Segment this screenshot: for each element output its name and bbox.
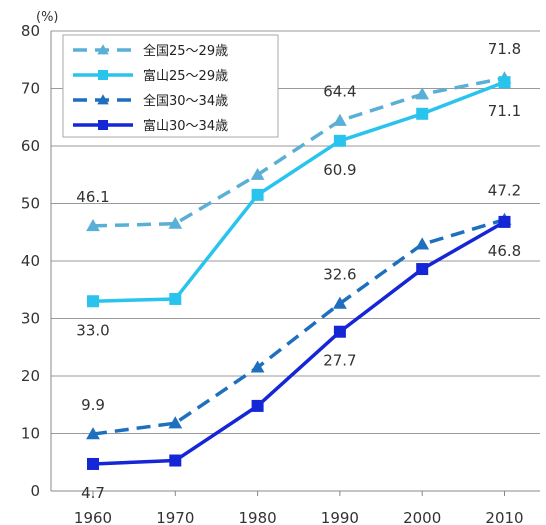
legend-label: 富山30～34歳	[143, 118, 228, 134]
data-point	[333, 296, 347, 309]
y-tick-label: 80	[21, 22, 40, 40]
data-point	[498, 215, 511, 228]
data-point	[87, 457, 99, 470]
series-line	[92, 76, 505, 228]
data-point	[416, 263, 429, 276]
legend-label: 富山25～29歳	[143, 68, 228, 84]
data-point	[251, 188, 264, 201]
x-tick-label: 1990	[321, 509, 359, 525]
series-2	[87, 76, 511, 308]
data-point	[250, 167, 265, 180]
data-label: 27.7	[323, 352, 356, 370]
y-tick-label: 10	[21, 425, 40, 443]
axes	[50, 31, 540, 492]
series-4	[87, 215, 511, 470]
x-tick-label: 1960	[74, 509, 112, 525]
data-point	[169, 292, 182, 305]
data-point	[333, 134, 346, 147]
data-point	[251, 399, 264, 412]
data-point	[416, 107, 429, 120]
data-label: 60.9	[323, 161, 356, 179]
data-label: 64.4	[323, 83, 356, 101]
data-label: 4.7	[81, 484, 105, 502]
y-tick-label: 40	[21, 252, 40, 270]
y-tick-label: 20	[21, 367, 40, 385]
series-group	[86, 71, 512, 470]
x-tick-label: 1980	[239, 509, 277, 525]
legend-marker	[97, 94, 109, 105]
y-tick-label: 70	[21, 80, 40, 98]
data-point	[333, 113, 347, 126]
data-point	[86, 219, 100, 232]
data-point	[168, 416, 183, 429]
legend-marker	[98, 70, 108, 80]
data-label: 33.0	[76, 321, 109, 339]
data-label: 71.1	[488, 102, 521, 120]
series-line	[92, 80, 506, 303]
y-axis-ticks: 0 10 20 30 40 50 60 70 80	[21, 22, 40, 500]
data-point	[168, 216, 183, 229]
data-point	[415, 237, 430, 250]
x-tick-label: 2010	[485, 509, 523, 525]
legend-label: 全国25～29歳	[143, 43, 228, 59]
x-tick-label: 2000	[403, 509, 441, 525]
series-line	[92, 220, 506, 466]
y-tick-label: 30	[21, 310, 40, 328]
data-point	[86, 427, 100, 440]
y-axis-label: (%)	[36, 10, 59, 25]
series-3	[86, 212, 512, 440]
data-point	[250, 360, 265, 373]
data-label: 9.9	[81, 396, 105, 414]
data-label: 46.8	[488, 242, 521, 260]
data-point	[87, 295, 99, 308]
data-point	[169, 454, 182, 467]
data-point	[415, 87, 430, 100]
data-point	[333, 325, 346, 338]
legend-marker	[98, 120, 108, 130]
y-tick-label: 60	[21, 137, 40, 155]
legend-marker	[97, 44, 109, 55]
data-labels: 46.1 33.0 9.9 4.7 64.4 60.9 32.6 27.7 71.8 71.1 47…	[76, 40, 521, 502]
x-tick-label: 1970	[156, 509, 194, 525]
series-line	[92, 217, 506, 436]
data-point	[498, 76, 511, 89]
data-label: 71.8	[488, 40, 521, 58]
y-tick-label: 50	[21, 195, 40, 213]
data-label: 32.6	[323, 266, 356, 284]
y-tick-label: 0	[30, 482, 40, 500]
data-label: 46.1	[76, 188, 109, 206]
legend-label: 全国30～34歳	[143, 93, 228, 109]
data-label: 47.2	[488, 182, 521, 200]
x-axis-ticks: 1960 1970 1980 1990 2000 2010	[74, 491, 524, 525]
